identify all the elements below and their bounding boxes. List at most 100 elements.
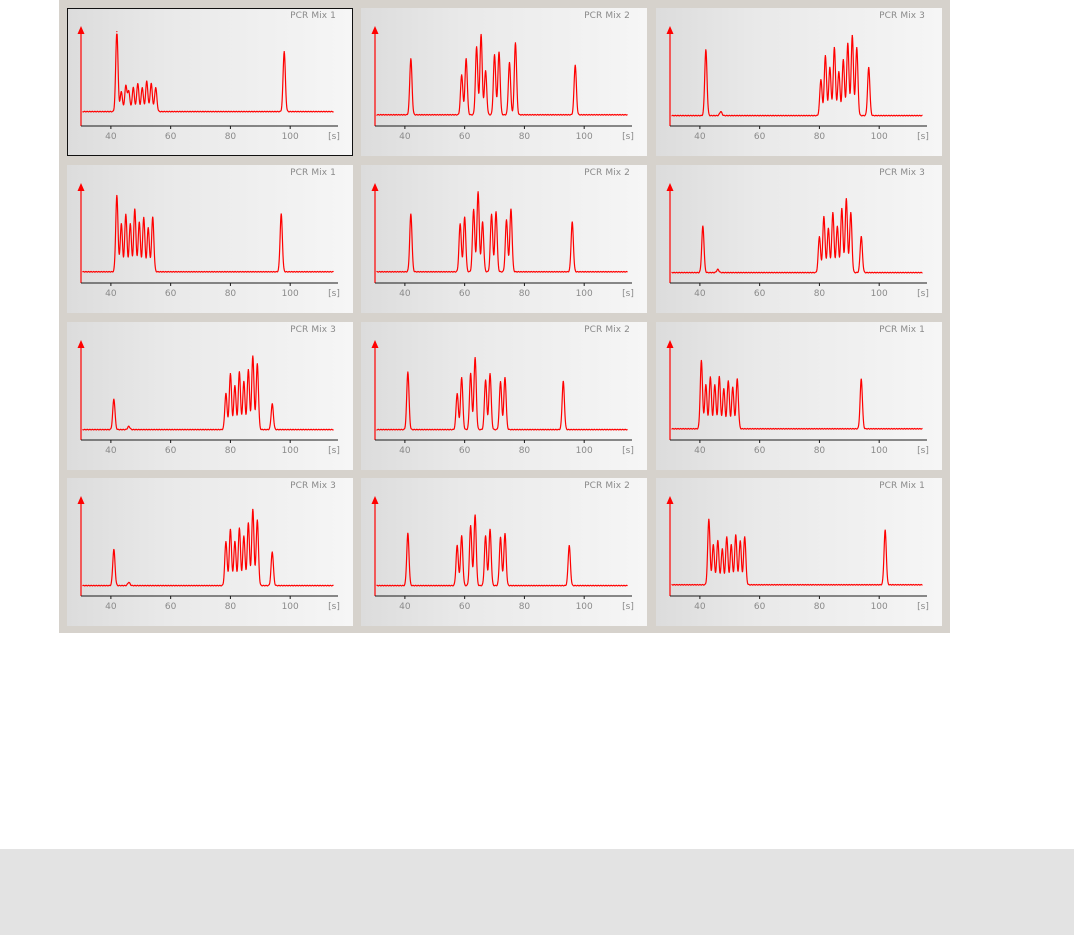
peak-point: [829, 67, 831, 69]
chart-title: PCR Mix 1: [879, 325, 925, 335]
chart-cell[interactable]: PCR Mix 3 40 60 80 100 [s]: [67, 478, 353, 626]
peak-point: [884, 529, 886, 531]
peak-point: [705, 384, 707, 386]
x-tick-label: 80: [519, 132, 531, 142]
peak-point: [720, 111, 722, 113]
peak-point: [113, 549, 115, 551]
peak-point: [714, 384, 716, 386]
peak-point: [474, 357, 476, 359]
peak-point: [845, 198, 847, 200]
x-tick-label: 100: [576, 602, 593, 612]
peak-point: [147, 227, 149, 229]
x-tick-label: 80: [814, 602, 826, 612]
y-axis-arrow: [77, 496, 85, 504]
peak-point: [155, 87, 157, 89]
peak-point: [735, 534, 737, 536]
chromatogram-plot: 40 60 80 100 [s]: [666, 496, 929, 612]
peak-point: [730, 544, 732, 546]
peak-point: [833, 47, 835, 49]
peak-point: [736, 378, 738, 380]
peak-point: [137, 83, 139, 85]
chromatogram-trace: [82, 33, 334, 113]
peak-point: [818, 236, 821, 238]
peak-point: [717, 268, 719, 270]
x-tick-label: 80: [225, 132, 237, 142]
peak-point: [841, 208, 843, 210]
chart-cell[interactable]: PCR Mix 1 40 60 80 100 [s]: [67, 8, 353, 156]
chromatogram-plot: 40 60 80 100 [s]: [666, 26, 929, 142]
chart-cell[interactable]: PCR Mix 3 40 60 80 100 [s]: [656, 165, 942, 313]
peak-point: [129, 223, 131, 225]
peak-point: [712, 544, 714, 546]
x-unit-label: [s]: [328, 446, 340, 456]
y-axis-arrow: [77, 26, 85, 34]
peak-point: [252, 355, 254, 357]
x-unit-label: [s]: [917, 446, 929, 456]
peak-point: [132, 87, 134, 89]
chart-title: PCR Mix 1: [290, 168, 336, 178]
y-axis-arrow: [666, 183, 674, 191]
chart-cell[interactable]: PCR Mix 2 40 60 80 100 [s]: [361, 322, 647, 470]
peak-point: [727, 380, 729, 382]
x-tick-label: 100: [871, 289, 888, 299]
chart-title: PCR Mix 3: [290, 481, 336, 491]
y-axis-arrow: [666, 340, 674, 348]
chart-cell[interactable]: PCR Mix 1 40 60 80 100 [s]: [67, 165, 353, 313]
x-unit-label: [s]: [328, 602, 340, 612]
peak-point: [484, 379, 487, 381]
chromatogram-plot: 40 60 80 100 [s]: [77, 183, 340, 299]
chart-cell[interactable]: PCR Mix 3 40 60 80 100 [s]: [656, 8, 942, 156]
peak-point: [116, 195, 118, 197]
chart-title: PCR Mix 2: [584, 481, 630, 491]
x-tick-label: 60: [165, 446, 177, 456]
x-tick-label: 60: [459, 289, 471, 299]
peak-point: [461, 377, 463, 379]
peak-point: [407, 371, 409, 373]
peak-point: [820, 79, 822, 81]
chart-cell[interactable]: PCR Mix 1 40 60 80 100 [s]: [656, 322, 942, 470]
chromatogram-plot: 40 60 80 100 [s]: [371, 183, 634, 299]
peak-point: [138, 221, 140, 223]
chromatogram-grid: PCR Mix 1 40 60 80 100 [s] PCR Mix 2 40 60 80 100 […: [59, 0, 950, 633]
footer-bar: [0, 849, 1074, 935]
peak-point: [484, 535, 487, 537]
peak-point: [120, 91, 122, 93]
y-axis-arrow: [77, 183, 85, 191]
peak-point: [456, 393, 458, 395]
peak-point: [510, 208, 512, 210]
peak-point: [143, 216, 145, 218]
chromatogram-trace: [376, 357, 628, 431]
peak-point: [709, 376, 711, 378]
peak-point: [229, 373, 232, 375]
y-axis-arrow: [371, 26, 379, 34]
peak-point: [113, 398, 115, 400]
chart-cell[interactable]: PCR Mix 2 40 60 80 100 [s]: [361, 8, 647, 156]
peak-point: [410, 213, 412, 215]
chromatogram-plot: 40 60 80 100 [s]: [371, 26, 634, 142]
chart-cell[interactable]: PCR Mix 2 40 60 80 100 [s]: [361, 165, 647, 313]
x-unit-label: [s]: [917, 289, 929, 299]
peak-point: [256, 519, 258, 521]
peak-point: [128, 425, 130, 427]
peak-point: [128, 91, 130, 93]
x-tick-label: 60: [165, 289, 177, 299]
chromatogram-trace: [671, 518, 923, 586]
chromatogram-trace: [671, 198, 923, 274]
chart-title: PCR Mix 3: [879, 11, 925, 21]
x-tick-label: 100: [576, 446, 593, 456]
peak-point: [568, 545, 570, 547]
x-unit-label: [s]: [328, 289, 340, 299]
chromatogram-trace: [671, 359, 923, 430]
x-tick-label: 100: [576, 132, 593, 142]
x-tick-label: 60: [754, 132, 766, 142]
peak-point: [851, 35, 853, 37]
x-unit-label: [s]: [328, 132, 340, 142]
chart-cell[interactable]: PCR Mix 2 40 60 80 100 [s]: [361, 478, 647, 626]
chart-cell[interactable]: PCR Mix 3 40 60 80 100 [s]: [67, 322, 353, 470]
peak-point: [708, 518, 710, 520]
peak-point: [116, 31, 118, 33]
chart-cell[interactable]: PCR Mix 1 40 60 80 100 [s]: [656, 478, 942, 626]
x-tick-label: 40: [694, 602, 706, 612]
peak-point: [283, 51, 285, 53]
x-tick-label: 80: [519, 289, 531, 299]
